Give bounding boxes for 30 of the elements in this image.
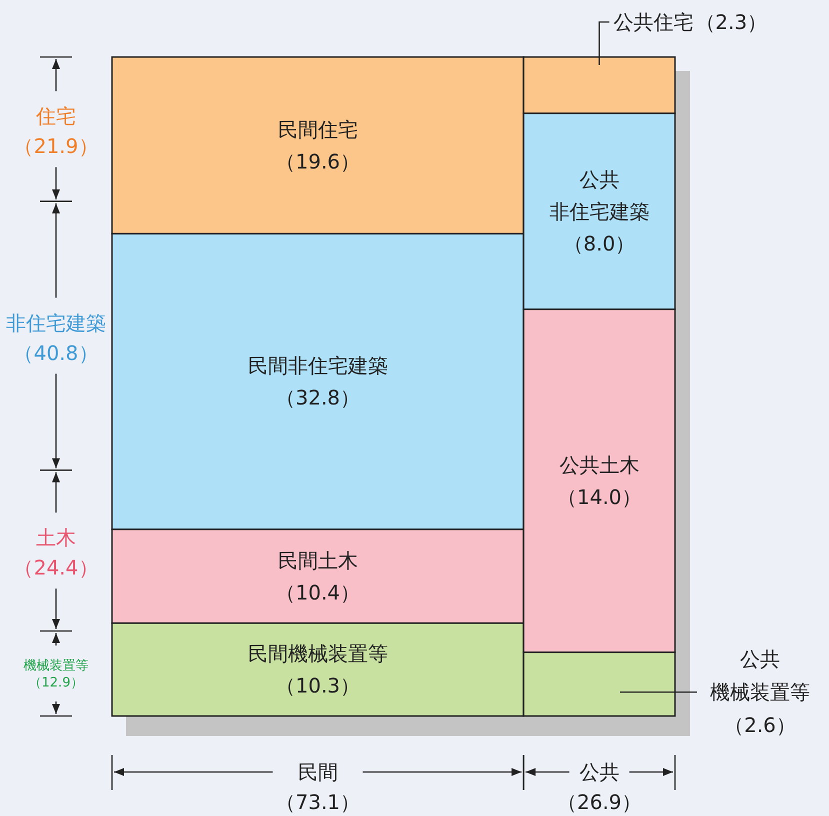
data-label: （10.4） bbox=[276, 580, 360, 604]
text: 民間土木 bbox=[278, 548, 358, 572]
data-label: （14.0） bbox=[557, 484, 642, 509]
text: （40.8） bbox=[14, 340, 98, 365]
data-label: （2.3） bbox=[695, 10, 768, 34]
legend-label: 土木 bbox=[36, 526, 76, 550]
category-label: 公共 bbox=[579, 760, 620, 784]
legend-label: 住宅 bbox=[35, 104, 76, 128]
text: （12.9） bbox=[28, 675, 84, 690]
text: 機械装置等 bbox=[710, 680, 810, 704]
data-label: （19.6） bbox=[276, 149, 360, 174]
data-label: （32.8） bbox=[276, 386, 360, 410]
text: 公共 bbox=[740, 647, 780, 672]
text: 民間機械装置等 bbox=[248, 642, 388, 666]
legend-label: 機械装置等 bbox=[24, 658, 88, 674]
data-label: （2.6） bbox=[724, 713, 796, 738]
text: 民間住宅 bbox=[278, 117, 358, 142]
text: 民間非住宅建築 bbox=[248, 354, 388, 378]
text: （24.4） bbox=[14, 556, 98, 580]
text: 公共土木 bbox=[559, 452, 640, 477]
category-label: 民間 bbox=[298, 760, 338, 784]
data-label: （8.0） bbox=[563, 231, 636, 256]
text: 非住宅建築 bbox=[549, 199, 650, 224]
text: 公共住宅 bbox=[613, 10, 694, 34]
data-label: （26.9） bbox=[557, 790, 642, 814]
series-label: 非住宅建築 bbox=[6, 310, 106, 335]
text: （21.9） bbox=[14, 134, 98, 158]
data-label: （10.3） bbox=[276, 674, 360, 698]
text: 公共 bbox=[579, 167, 620, 192]
data-label: （73.1） bbox=[276, 790, 360, 814]
